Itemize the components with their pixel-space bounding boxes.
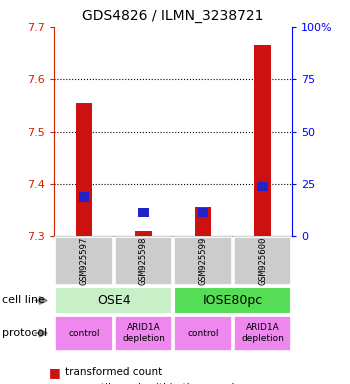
Bar: [76, 103, 92, 236]
Text: ■: ■: [49, 366, 61, 379]
Text: IOSE80pc: IOSE80pc: [203, 294, 263, 307]
Text: protocol: protocol: [2, 328, 47, 338]
Bar: [135, 231, 152, 236]
Text: ARID1A
depletion: ARID1A depletion: [122, 323, 165, 343]
FancyBboxPatch shape: [174, 286, 291, 314]
FancyBboxPatch shape: [55, 316, 113, 351]
Text: GSM925600: GSM925600: [258, 237, 267, 285]
Bar: [254, 45, 271, 236]
Title: GDS4826 / ILMN_3238721: GDS4826 / ILMN_3238721: [83, 9, 264, 23]
Bar: [257, 182, 268, 191]
FancyBboxPatch shape: [234, 237, 291, 285]
Text: control: control: [68, 329, 100, 338]
Bar: [195, 207, 211, 236]
FancyBboxPatch shape: [55, 237, 113, 285]
FancyBboxPatch shape: [115, 237, 172, 285]
Text: control: control: [187, 329, 219, 338]
FancyBboxPatch shape: [55, 286, 172, 314]
Bar: [79, 192, 89, 202]
FancyBboxPatch shape: [174, 237, 232, 285]
Text: cell line: cell line: [2, 295, 45, 306]
Text: GSM925597: GSM925597: [79, 237, 89, 285]
FancyBboxPatch shape: [234, 316, 291, 351]
Bar: [198, 208, 208, 217]
Text: transformed count: transformed count: [65, 367, 162, 377]
Text: ARID1A
depletion: ARID1A depletion: [241, 323, 284, 343]
Text: ■: ■: [49, 381, 61, 384]
FancyBboxPatch shape: [174, 316, 232, 351]
Text: GSM925599: GSM925599: [198, 237, 208, 285]
Text: GSM925598: GSM925598: [139, 237, 148, 285]
Text: percentile rank within the sample: percentile rank within the sample: [65, 383, 241, 384]
Bar: [138, 208, 149, 217]
FancyBboxPatch shape: [115, 316, 172, 351]
Text: OSE4: OSE4: [97, 294, 131, 307]
